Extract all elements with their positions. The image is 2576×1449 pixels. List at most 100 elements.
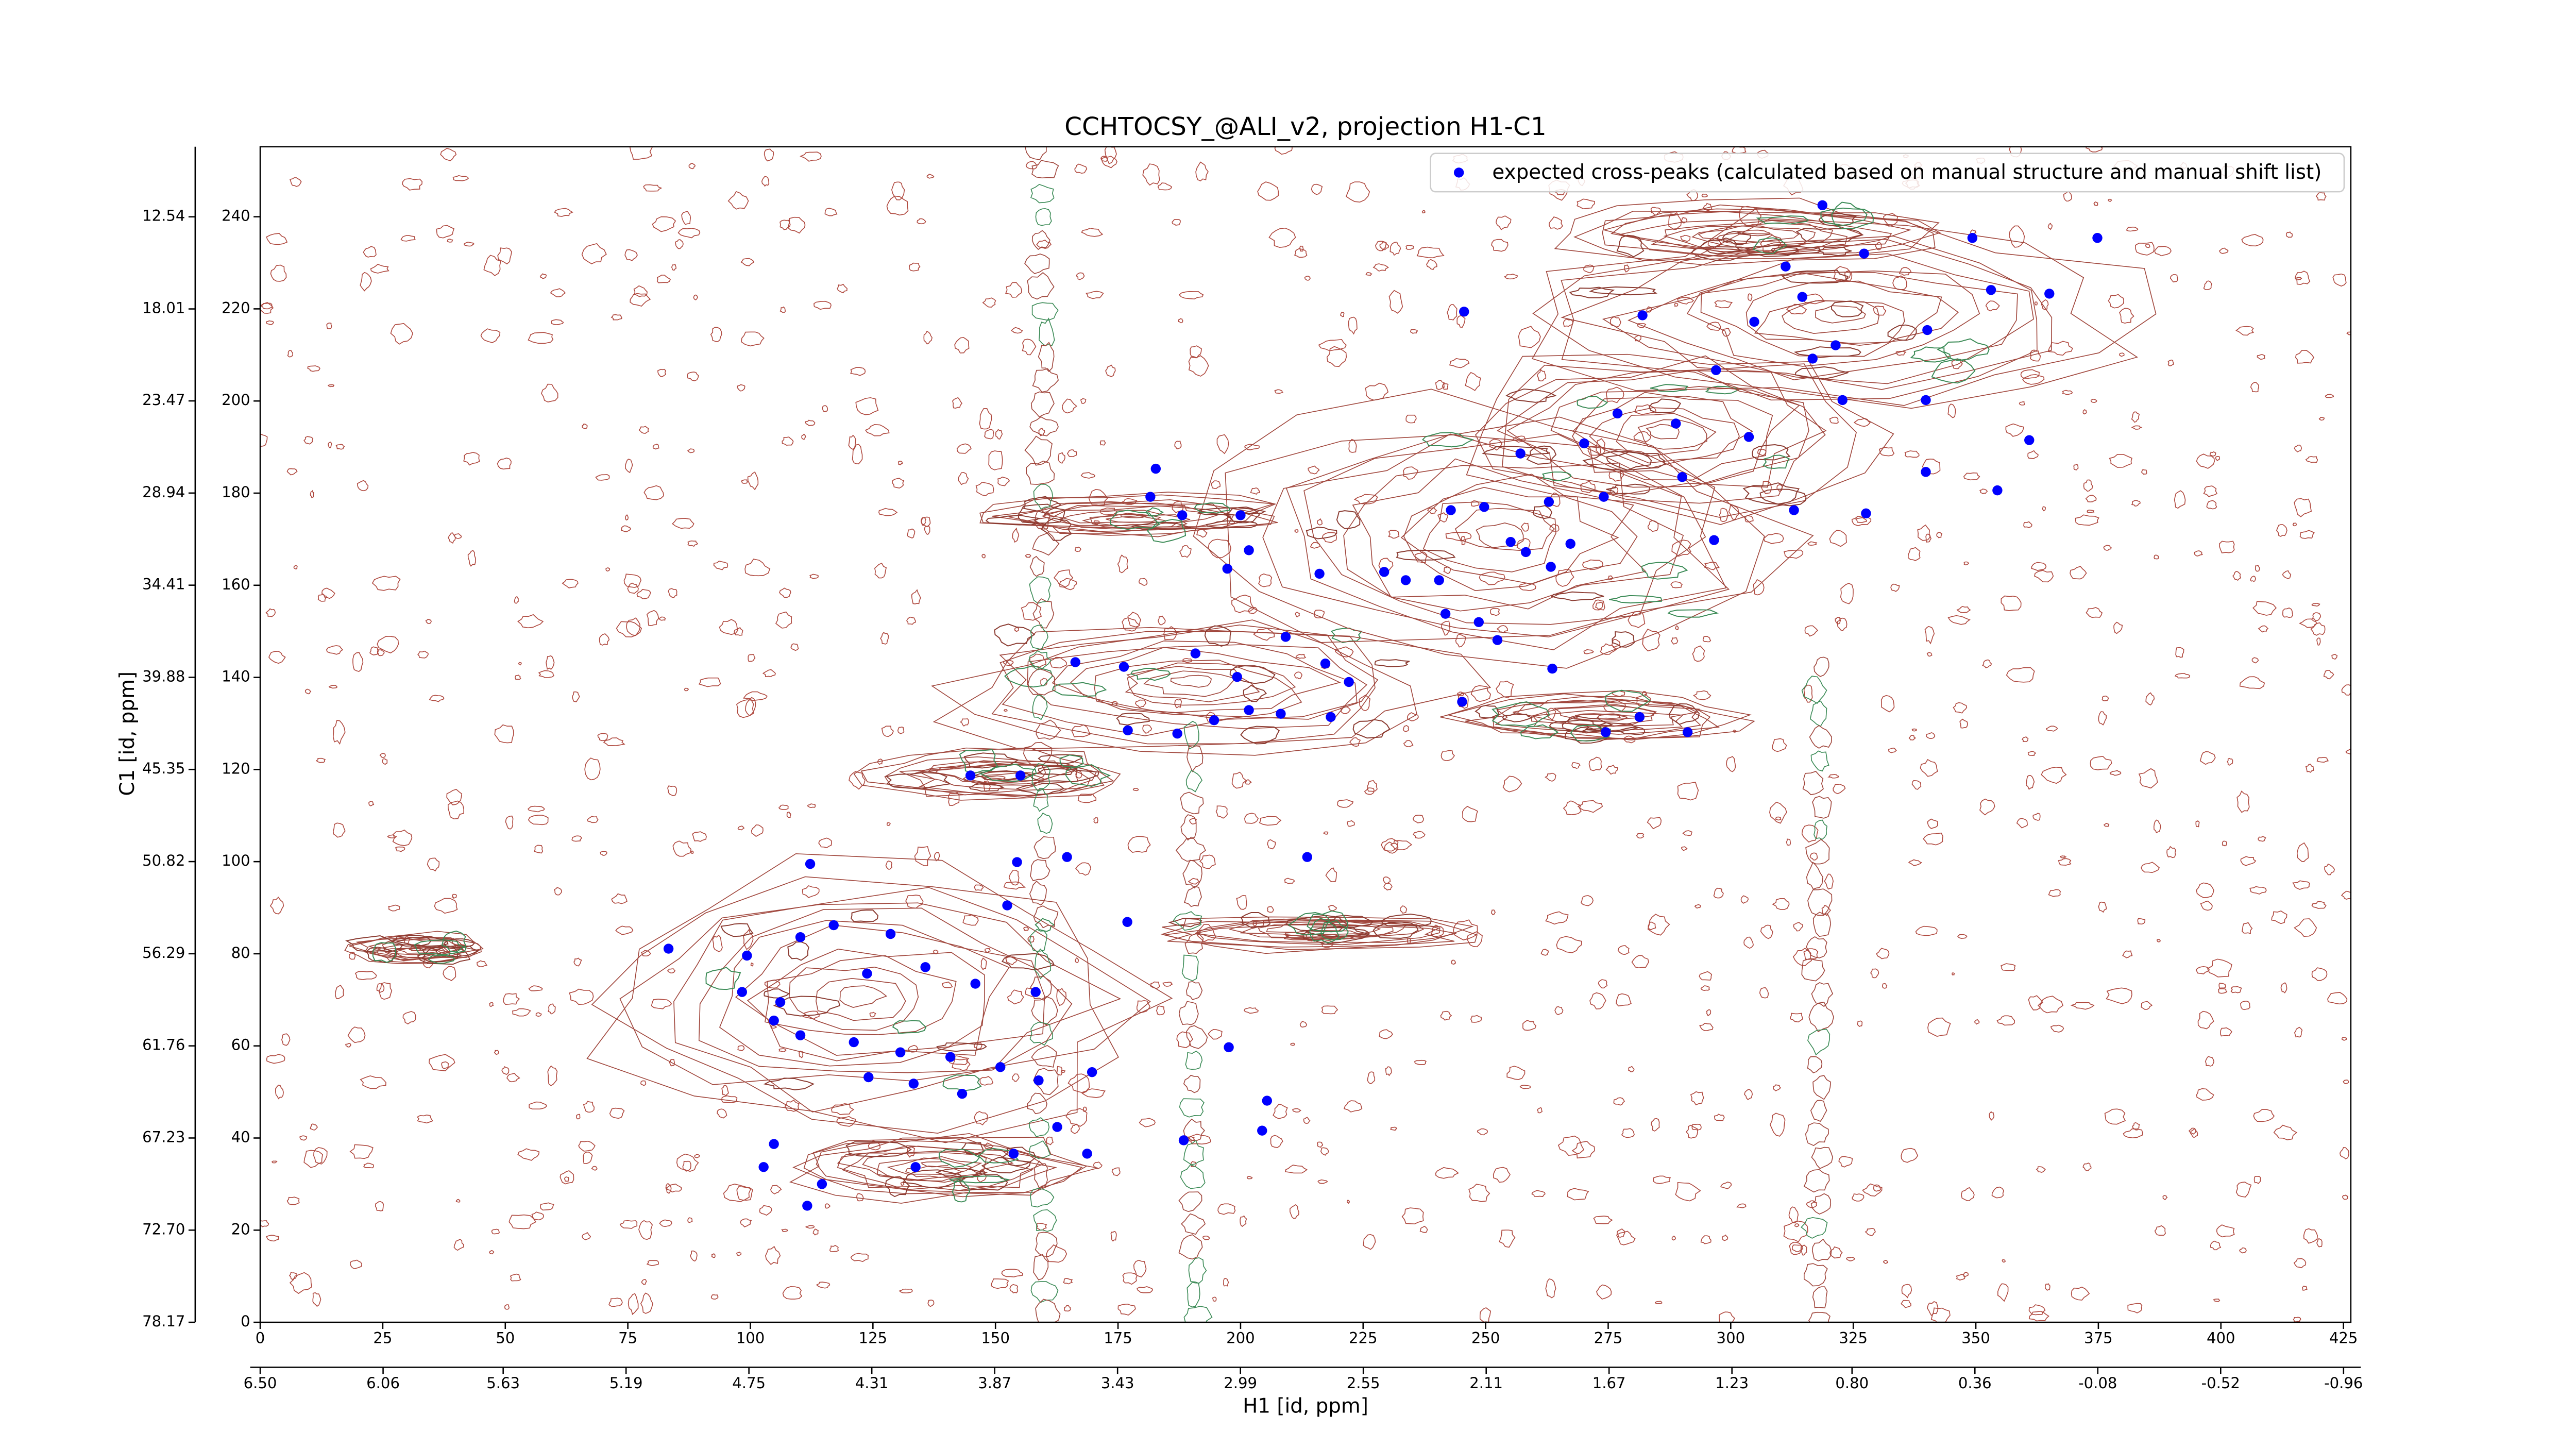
cross-peak [1861,508,1871,519]
contour [345,1042,351,1048]
contour [973,1042,982,1050]
contour [1563,318,1573,327]
contour [1757,448,1767,456]
contour [1811,1147,1834,1169]
contour [429,695,445,702]
contour [2323,670,2334,680]
contour [2235,1182,2252,1198]
contour [1046,1136,1054,1145]
contour [885,1176,910,1198]
contour [1641,562,1688,580]
contour [713,560,728,570]
contour [1058,452,1065,464]
contour [1829,416,1839,424]
x2-tick-label: -0.96 [2324,1374,2363,1392]
contour [1759,987,1769,999]
contour [554,208,573,217]
contour [1133,1259,1147,1277]
contour [307,365,320,372]
contour [1606,483,1650,495]
contour [2002,1259,2006,1263]
contour [621,525,632,532]
contour [1497,370,1827,495]
cross-peak [1276,709,1286,719]
contour [850,1253,869,1262]
cross-peak [802,1201,812,1211]
contour [2253,1176,2261,1184]
contour [2222,840,2227,847]
contour [1010,327,1023,334]
contour [1005,282,1022,298]
contour [1364,787,1375,795]
contour [480,328,501,343]
contour [1490,909,1496,916]
contour [1039,317,1055,346]
contour [723,1183,752,1202]
contour [1317,518,1323,526]
contour [792,1137,1083,1198]
cross-peak [1544,497,1554,507]
contour [1681,846,1688,851]
contour [2023,521,2032,528]
contour [1199,854,1216,869]
contour [952,1058,971,1071]
contour [1245,779,1252,785]
contour [988,450,1003,470]
contour [1782,269,1849,284]
contour [1653,1175,1671,1184]
x2-tick-label: 5.19 [609,1374,643,1392]
contour [684,687,689,692]
contour [2216,1224,2235,1238]
contour [779,587,791,598]
contour [1915,925,1938,936]
contour [2086,510,2095,513]
contour [1044,504,1221,524]
contour [1628,1066,1635,1072]
contour [1412,815,1424,823]
contour [1670,581,1683,588]
contour [1379,1029,1393,1039]
contour [1553,704,1656,721]
contour [1402,466,1419,480]
contour [2276,524,2287,537]
contour [2098,901,2107,913]
contour [2252,601,2277,616]
contour [1746,244,1799,257]
y-axis-label: C1 [id, ppm] [116,671,139,796]
contour [2082,1162,2092,1171]
contour [1616,234,1645,258]
contour [961,1142,984,1155]
cross-peak [920,962,930,972]
contour [2031,562,2047,571]
contour [503,993,520,1005]
cross-peak [2044,289,2055,299]
cross-peak [1150,463,1161,474]
contour [1756,215,1809,225]
contour [1111,1167,1121,1176]
cross-peak [1831,340,1841,350]
contour [1012,527,1020,543]
contour [1589,286,1658,296]
contour [289,177,302,187]
cross-peak [795,1030,806,1040]
contour [1033,1209,1057,1232]
contour [349,931,482,962]
contour [1462,805,1478,822]
contour [1714,300,1733,309]
contour [1250,487,1260,495]
contour [1208,538,1231,559]
cross-peak [1992,485,2003,496]
contour [1083,1106,1087,1112]
contour [402,1011,416,1025]
contour [1775,816,1782,821]
contour [816,1282,831,1289]
contour [1389,1126,1398,1131]
cross-peak [828,920,839,931]
contour [1577,800,1603,813]
contour [514,675,521,680]
contour-layer [260,146,2351,1323]
contour [1704,562,1720,570]
contour [1030,624,1048,650]
contour [1080,398,1087,404]
contour [1030,975,1052,1001]
